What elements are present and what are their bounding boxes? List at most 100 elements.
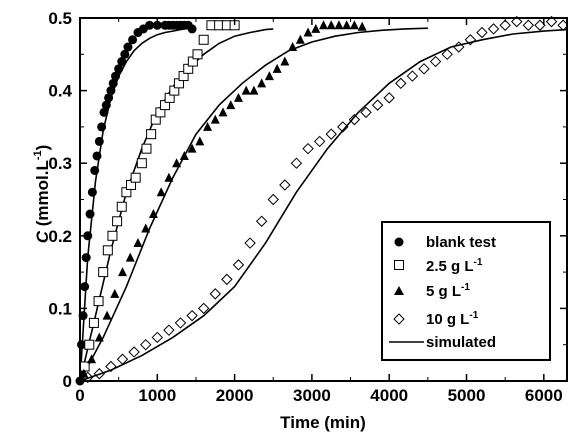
- point-series-3: [406, 70, 419, 82]
- point-series-0: [111, 71, 121, 81]
- point-series-1: [107, 230, 118, 241]
- point-series-1: [136, 158, 147, 169]
- point-series-1: [112, 216, 123, 227]
- point-series-2: [203, 121, 213, 131]
- simulated-curve-3: [79, 28, 568, 382]
- point-series-3: [151, 331, 164, 344]
- point-series-2: [125, 252, 135, 262]
- point-series-2: [141, 223, 151, 233]
- point-series-2: [87, 354, 97, 364]
- point-series-0: [97, 122, 107, 132]
- legend-marker-5: [394, 286, 404, 295]
- point-series-2: [94, 332, 104, 342]
- point-series-3: [116, 353, 129, 365]
- point-series-2: [303, 27, 313, 37]
- point-series-3: [487, 23, 500, 35]
- legend-label-simulated: simulated: [426, 334, 496, 351]
- point-series-1: [130, 172, 141, 183]
- point-series-0: [90, 165, 100, 175]
- point-series-3: [522, 19, 535, 31]
- y-tick-label: 0.1: [48, 299, 72, 318]
- point-series-0: [80, 282, 90, 292]
- point-series-3: [174, 317, 187, 329]
- point-series-3: [244, 237, 256, 249]
- point-series-0: [187, 24, 197, 34]
- legend-label-5-text: 5 g L: [426, 283, 461, 300]
- point-series-3: [441, 48, 453, 61]
- point-series-2: [118, 267, 128, 277]
- point-series-3: [371, 99, 384, 111]
- point-series-2: [326, 20, 336, 30]
- point-series-3: [360, 106, 372, 119]
- point-series-1: [192, 49, 203, 60]
- legend-label-10-text: 10 g L: [426, 311, 469, 328]
- point-series-2: [280, 56, 290, 66]
- y-axis-label-rest: (mmol.L: [33, 160, 52, 231]
- point-series-3: [511, 15, 523, 28]
- legend-marker-2-5: [394, 260, 404, 270]
- point-series-1: [79, 361, 90, 372]
- legend-marker-10: [393, 313, 405, 325]
- simulated-curve-2: [79, 27, 428, 382]
- point-series-3: [221, 273, 233, 286]
- point-series-2: [210, 114, 220, 124]
- point-series-0: [106, 86, 116, 96]
- y-tick-label: 0.5: [48, 9, 72, 28]
- point-series-0: [114, 64, 124, 74]
- point-series-2: [357, 21, 367, 31]
- point-series-3: [232, 259, 245, 271]
- point-series-3: [313, 135, 326, 148]
- point-series-2: [172, 158, 182, 168]
- point-series-1: [146, 129, 157, 140]
- point-series-3: [139, 338, 152, 351]
- point-series-3: [499, 19, 511, 31]
- legend-label-2-5-text: 2.5 g L: [426, 258, 474, 275]
- point-series-3: [290, 157, 303, 169]
- point-series-2: [295, 34, 305, 44]
- x-axis-label: Time (min): [280, 413, 366, 432]
- point-series-2: [195, 136, 205, 146]
- point-series-1: [93, 296, 104, 307]
- point-series-3: [395, 77, 407, 90]
- point-series-3: [464, 34, 477, 46]
- legend-label-2-5-sup: -1: [474, 257, 483, 268]
- point-series-1: [141, 143, 152, 154]
- point-series-3: [209, 288, 221, 300]
- plot-area: [75, 15, 568, 386]
- point-series-1: [98, 267, 109, 278]
- point-series-2: [156, 187, 166, 197]
- point-series-3: [302, 142, 314, 155]
- point-series-2: [249, 85, 259, 95]
- point-series-0: [128, 35, 138, 45]
- point-series-2: [264, 71, 274, 81]
- point-series-3: [163, 324, 175, 336]
- point-series-1: [102, 245, 113, 256]
- point-series-3: [476, 26, 488, 39]
- point-series-2: [110, 288, 120, 298]
- x-tick-label: 0: [75, 386, 84, 405]
- point-series-3: [545, 15, 558, 28]
- legend-label-10: 10 g L-1: [426, 310, 479, 328]
- x-tick-label: 1000: [138, 386, 176, 405]
- point-series-2: [133, 238, 143, 248]
- x-tick-label: 4000: [370, 386, 408, 405]
- point-series-1: [88, 317, 99, 328]
- legend-label-10-sup: -1: [469, 310, 478, 321]
- y-tick-label: 0: [63, 372, 72, 391]
- point-series-2: [164, 172, 174, 182]
- y-axis-label-sup: -1: [32, 150, 44, 160]
- point-series-3: [267, 193, 279, 206]
- point-series-0: [152, 20, 162, 30]
- legend-label-5: 5 g L-1: [426, 282, 470, 300]
- x-tick-label: 5000: [448, 386, 486, 405]
- point-series-0: [120, 49, 130, 59]
- legend-label-blank-test: blank test: [426, 234, 496, 251]
- point-series-0: [81, 253, 91, 263]
- point-series-1: [116, 201, 127, 212]
- x-tick-label: 2000: [216, 386, 254, 405]
- legend-label-2-5: 2.5 g L-1: [426, 257, 483, 275]
- point-series-2: [102, 310, 112, 320]
- x-tick-label: 3000: [293, 386, 331, 405]
- y-axis-label-italic: C: [33, 230, 52, 243]
